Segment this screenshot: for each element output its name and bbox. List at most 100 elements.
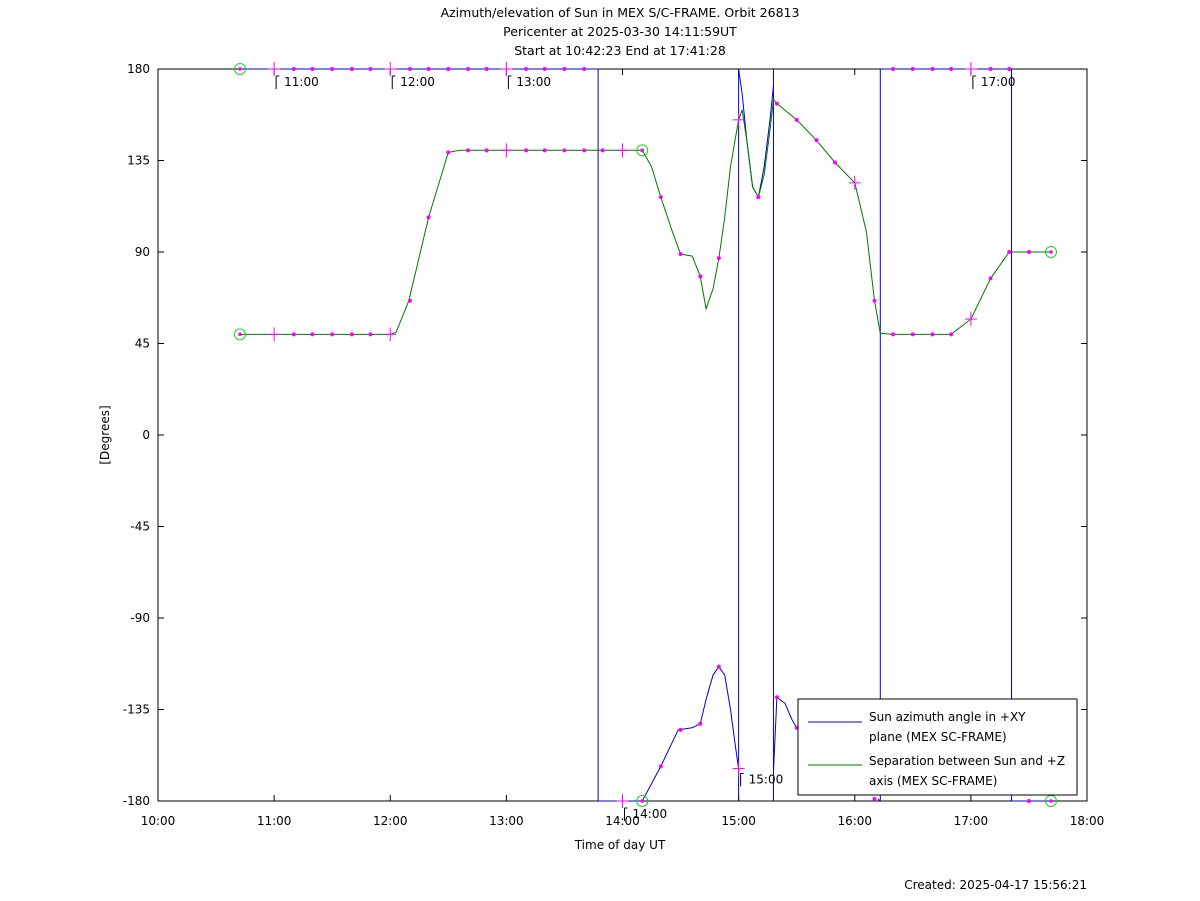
chart-title-line-1: Azimuth/elevation of Sun in MEX S/C-FRAM… bbox=[441, 5, 800, 20]
hour-annotation-label: 15:00 bbox=[749, 772, 784, 786]
plot-markers bbox=[233, 62, 1058, 808]
sample-dot-marker bbox=[949, 67, 954, 71]
sample-dot-marker bbox=[349, 67, 354, 71]
separation-series-line bbox=[240, 98, 1051, 335]
endpoint-dot-marker bbox=[238, 332, 242, 337]
y-tick-label: 45 bbox=[135, 337, 150, 351]
sample-dot-marker bbox=[716, 664, 721, 669]
endpoint-circle-marker bbox=[636, 795, 649, 807]
sample-dot-marker bbox=[1007, 67, 1012, 71]
x-tick-label: 12:00 bbox=[373, 814, 408, 828]
x-tick-label: 13:00 bbox=[489, 814, 524, 828]
x-tick-label: 10:00 bbox=[141, 814, 176, 828]
sample-dot-marker bbox=[582, 67, 587, 71]
endpoint-dot-marker bbox=[238, 67, 242, 71]
x-axis-label: Time of day UT bbox=[574, 838, 666, 852]
sample-dot-marker bbox=[446, 150, 451, 155]
sample-dot-marker bbox=[542, 67, 547, 71]
x-tick-label: 11:00 bbox=[257, 814, 292, 828]
sample-dot-marker bbox=[891, 67, 896, 71]
sample-dot-marker bbox=[542, 148, 547, 153]
sample-dot-marker bbox=[426, 215, 431, 220]
sample-dot-marker bbox=[774, 695, 779, 700]
sample-dot-marker bbox=[794, 117, 799, 122]
plot-frame bbox=[157, 68, 1088, 802]
sample-dot-marker bbox=[407, 298, 412, 303]
hour-annotation-label: 11:00 bbox=[284, 75, 319, 89]
endpoint-circle-marker bbox=[636, 144, 649, 157]
sample-dot-marker bbox=[562, 67, 567, 71]
sample-dot-marker bbox=[310, 67, 315, 71]
sample-dot-marker bbox=[1007, 250, 1012, 254]
legend-label-azimuth-2: plane (MEX SC-FRAME) bbox=[869, 730, 1007, 744]
sample-dot-marker bbox=[910, 67, 915, 71]
chart-title-line-3: Start at 10:42:23 End at 17:41:28 bbox=[514, 43, 726, 58]
y-tick-label: -180 bbox=[123, 794, 150, 808]
sample-dot-marker bbox=[368, 332, 373, 337]
sample-dot-marker bbox=[910, 332, 915, 337]
sample-dot-marker bbox=[291, 67, 296, 71]
y-tick-label: -90 bbox=[130, 611, 150, 625]
x-tick-label: 17:00 bbox=[954, 814, 989, 828]
sample-dot-marker bbox=[658, 764, 663, 769]
y-tick-label: -135 bbox=[123, 703, 150, 717]
sample-dot-marker bbox=[407, 67, 412, 71]
plot-series bbox=[240, 68, 1051, 802]
sample-dot-marker bbox=[582, 148, 587, 153]
legend-box bbox=[797, 698, 1078, 796]
chart-title-line-2: Pericenter at 2025-03-30 14:11:59UT bbox=[503, 24, 737, 39]
sample-dot-marker bbox=[600, 148, 605, 153]
sample-dot-marker bbox=[930, 332, 935, 337]
azimuth-series-line bbox=[598, 665, 740, 802]
created-timestamp: Created: 2025-04-17 15:56:21 bbox=[904, 878, 1087, 892]
endpoint-dot-marker bbox=[640, 799, 645, 803]
sample-dot-marker bbox=[524, 67, 529, 71]
y-tick-label: -45 bbox=[130, 520, 150, 534]
sample-dot-marker bbox=[756, 195, 761, 200]
endpoint-dot-marker bbox=[1049, 799, 1053, 803]
sample-dot-marker bbox=[814, 138, 819, 143]
sample-dot-marker bbox=[562, 148, 567, 153]
hour-annotation-label: 14:00 bbox=[633, 807, 668, 821]
endpoint-circle-marker bbox=[233, 328, 246, 341]
sample-dot-marker bbox=[466, 148, 471, 153]
y-tick-label: 135 bbox=[127, 154, 150, 168]
legend-label-separation-1: Separation between Sun and +Z bbox=[869, 754, 1065, 768]
sample-dot-marker bbox=[524, 148, 529, 153]
sample-dot-marker bbox=[930, 67, 935, 71]
sample-dot-marker bbox=[368, 67, 373, 71]
y-tick-label: 0 bbox=[142, 428, 150, 442]
y-tick-label: 90 bbox=[135, 245, 150, 259]
sample-dot-marker bbox=[891, 332, 896, 337]
sample-dot-marker bbox=[330, 332, 335, 337]
sample-dot-marker bbox=[872, 796, 877, 801]
endpoint-circle-marker bbox=[1045, 246, 1058, 258]
x-tick-label: 15:00 bbox=[721, 814, 756, 828]
x-tick-label: 14:00 bbox=[605, 814, 640, 828]
sample-dot-marker bbox=[698, 274, 703, 279]
sample-dot-marker bbox=[446, 67, 451, 71]
hour-annotations: 11:00 12:00 13:00 14:00 15:00 17:00 bbox=[275, 75, 1015, 821]
sample-dot-marker bbox=[330, 67, 335, 71]
sample-dot-marker bbox=[988, 67, 993, 71]
sample-dot-marker bbox=[716, 256, 721, 261]
sample-dot-marker bbox=[833, 160, 838, 165]
hour-annotation-label: 12:00 bbox=[400, 75, 435, 89]
endpoint-dot-marker bbox=[640, 148, 645, 153]
sample-dot-marker bbox=[349, 332, 354, 337]
sample-dot-marker bbox=[949, 332, 954, 337]
sample-dot-marker bbox=[658, 195, 663, 200]
endpoint-circle-marker bbox=[233, 63, 246, 75]
endpoint-dot-marker bbox=[1049, 250, 1053, 254]
sample-dot-marker bbox=[774, 101, 779, 106]
sample-dot-marker bbox=[466, 67, 471, 71]
legend-label-azimuth-1: Sun azimuth angle in +XY bbox=[869, 710, 1026, 724]
legend-label-separation-2: axis (MEX SC-FRAME) bbox=[869, 774, 997, 788]
sample-dot-marker bbox=[678, 252, 683, 257]
sample-dot-marker bbox=[310, 332, 315, 337]
hour-annotation-label: 13:00 bbox=[516, 75, 551, 89]
sample-dot-marker bbox=[1026, 250, 1031, 254]
sample-dot-marker bbox=[484, 148, 489, 153]
y-tick-label: 180 bbox=[127, 62, 150, 76]
